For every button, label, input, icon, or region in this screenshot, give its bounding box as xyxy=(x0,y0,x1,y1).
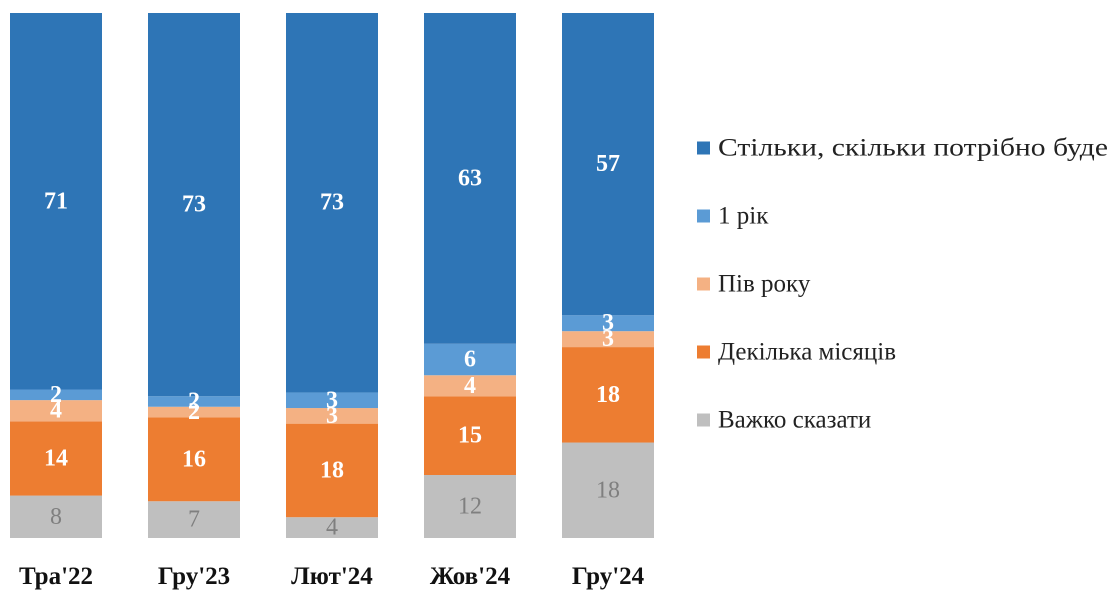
legend-swatch-1 xyxy=(697,141,710,155)
bar-segment-2-2 xyxy=(148,417,240,502)
x-tick-label-5: Гру'24 xyxy=(572,563,645,590)
bar-segment-5-3 xyxy=(562,331,654,348)
bar-segment-3-4 xyxy=(286,392,378,409)
data-label-5-5: 57 xyxy=(596,151,620,177)
legend-swatch-2 xyxy=(697,209,710,223)
bar-segment-2-1 xyxy=(148,501,240,538)
bar-segment-1-4 xyxy=(10,389,102,401)
legend-label-3: Пів року xyxy=(718,271,811,298)
data-label-4-3: 4 xyxy=(464,373,476,399)
data-label-2-4: 2 xyxy=(188,389,200,415)
bar-segment-4-2 xyxy=(424,396,516,475)
legend-swatch-4 xyxy=(697,345,710,359)
legend-label-4: Декілька місяців xyxy=(718,339,896,366)
data-label-5-3: 3 xyxy=(602,326,614,352)
data-label-4-5: 63 xyxy=(458,165,482,191)
data-label-1-3: 4 xyxy=(50,398,62,424)
legend-label-2: 1 рік xyxy=(718,203,769,230)
x-tick-label-3: Лют'24 xyxy=(291,563,373,590)
category-labels-group: Тра'22 Гру'23 Лют'24 Жов'24 Гру'24 xyxy=(19,563,645,590)
bars-group xyxy=(10,13,654,538)
bar-segment-5-4 xyxy=(562,315,654,332)
data-label-3-3: 3 xyxy=(326,403,338,429)
legend: Стільки, скільки потрібно буде 1 рік Пів р… xyxy=(697,135,1108,434)
x-tick-label-4: Жов'24 xyxy=(430,563,511,590)
bar-segment-4-5 xyxy=(424,13,516,344)
data-label-1-5: 71 xyxy=(44,188,68,214)
bar-segment-2-4 xyxy=(148,396,240,407)
legend-label-1: Стільки, скільки потрібно буде xyxy=(718,135,1108,162)
bar-segment-5-1 xyxy=(562,442,654,538)
data-label-2-3: 2 xyxy=(188,399,200,425)
data-label-3-2: 18 xyxy=(320,457,344,483)
data-label-1-4: 2 xyxy=(50,382,62,408)
data-label-4-4: 6 xyxy=(464,347,476,373)
bar-segment-1-3 xyxy=(10,400,102,422)
data-label-5-4: 3 xyxy=(602,310,614,336)
bar-segment-4-3 xyxy=(424,375,516,397)
bar-segment-3-1 xyxy=(286,517,378,538)
legend-swatch-3 xyxy=(697,277,710,291)
x-tick-label-1: Тра'22 xyxy=(19,563,93,590)
bar-segment-3-2 xyxy=(286,423,378,518)
x-tick-label-2: Гру'23 xyxy=(158,563,230,590)
bar-segment-5-2 xyxy=(562,347,654,443)
legend-swatch-5 xyxy=(697,413,710,427)
data-label-1-2: 14 xyxy=(44,445,68,471)
bar-segment-2-5 xyxy=(148,13,240,397)
data-label-2-2: 16 xyxy=(182,446,206,472)
data-label-2-1: 7 xyxy=(188,507,200,533)
data-label-2-5: 73 xyxy=(182,192,206,218)
bar-segment-5-5 xyxy=(562,13,654,316)
data-label-3-5: 73 xyxy=(320,190,344,216)
bar-segment-3-5 xyxy=(286,13,378,393)
data-label-3-1: 4 xyxy=(326,515,338,541)
data-label-1-1: 8 xyxy=(50,504,62,530)
data-label-3-4: 3 xyxy=(326,387,338,413)
bar-segment-2-3 xyxy=(148,406,240,418)
bar-segment-4-4 xyxy=(424,343,516,376)
data-label-5-1: 18 xyxy=(596,477,620,503)
data-label-5-2: 18 xyxy=(596,382,620,408)
data-label-4-1: 12 xyxy=(458,494,482,520)
bar-segment-1-1 xyxy=(10,495,102,538)
bar-segment-1-5 xyxy=(10,13,102,390)
bar-segment-4-1 xyxy=(424,475,516,538)
data-label-4-2: 15 xyxy=(458,423,482,449)
bar-segment-3-3 xyxy=(286,408,378,424)
legend-label-5: Важко сказати xyxy=(718,407,871,434)
bar-segment-1-2 xyxy=(10,421,102,496)
